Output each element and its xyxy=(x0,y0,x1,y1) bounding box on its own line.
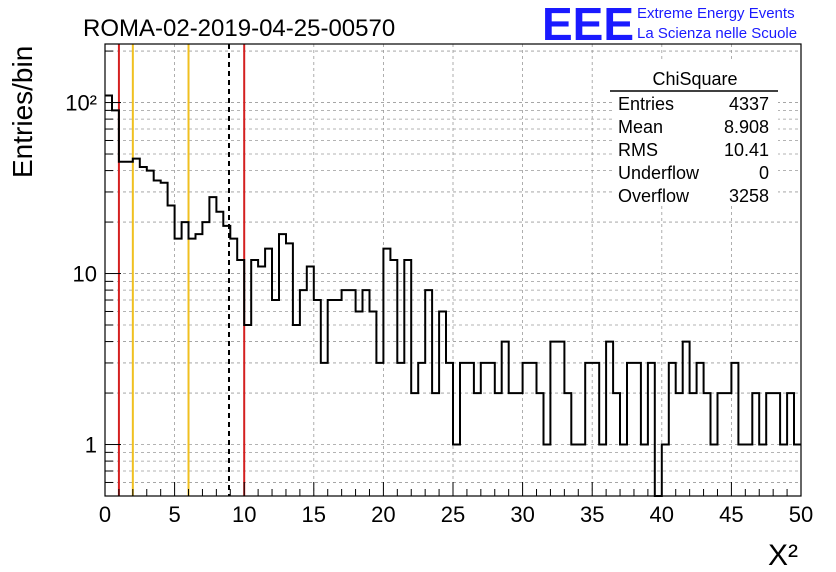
x-tick-label: 25 xyxy=(441,502,465,527)
stats-box-title: ChiSquare xyxy=(652,69,737,89)
logo-line2: La Scienza nelle Scuole xyxy=(637,25,797,42)
logo-line1: Extreme Energy Events xyxy=(637,5,795,22)
stats-label-mean: Mean xyxy=(618,117,663,137)
x-tick-label: 15 xyxy=(302,502,326,527)
stats-box: ChiSquare Entries 4337 Mean 8.908 RMS 10… xyxy=(610,62,778,206)
stats-label-rms: RMS xyxy=(618,140,658,160)
stats-value-overflow: 3258 xyxy=(729,186,769,206)
x-tick-label: 40 xyxy=(650,502,674,527)
x-axis: 0 5 10 15 20 25 30 35 40 45 50 xyxy=(99,482,813,527)
y-axis-label: Entries/bin xyxy=(7,46,38,178)
x-tick-label: 50 xyxy=(789,502,813,527)
stats-value-underflow: 0 xyxy=(759,163,769,183)
stats-box-background xyxy=(612,62,778,206)
y-tick-label: 10² xyxy=(65,91,97,116)
x-tick-label: 5 xyxy=(168,502,180,527)
stats-label-underflow: Underflow xyxy=(618,163,700,183)
histogram-line xyxy=(105,94,801,497)
x-tick-label: 20 xyxy=(371,502,395,527)
y-tick-label: 10 xyxy=(73,262,97,287)
x-tick-label: 45 xyxy=(719,502,743,527)
stats-label-overflow: Overflow xyxy=(618,186,690,206)
y-axis: 1 10 10² xyxy=(65,50,121,497)
y-tick-label: 1 xyxy=(85,433,97,458)
reference-lines xyxy=(117,44,246,496)
x-tick-label: 0 xyxy=(99,502,111,527)
x-axis-label: X² xyxy=(768,539,798,572)
stats-value-mean: 8.908 xyxy=(724,117,769,137)
stats-value-entries: 4337 xyxy=(729,94,769,114)
stats-label-entries: Entries xyxy=(618,94,674,114)
x-tick-label: 30 xyxy=(510,502,534,527)
x-tick-label: 35 xyxy=(580,502,604,527)
stats-value-rms: 10.41 xyxy=(724,140,769,160)
logo-mark: EEE xyxy=(542,0,634,50)
x-tick-label: 10 xyxy=(232,502,256,527)
eee-logo: EEE Extreme Energy Events La Scienza nel… xyxy=(542,0,797,50)
chart-title: ROMA-02-2019-04-25-00570 xyxy=(83,15,395,42)
